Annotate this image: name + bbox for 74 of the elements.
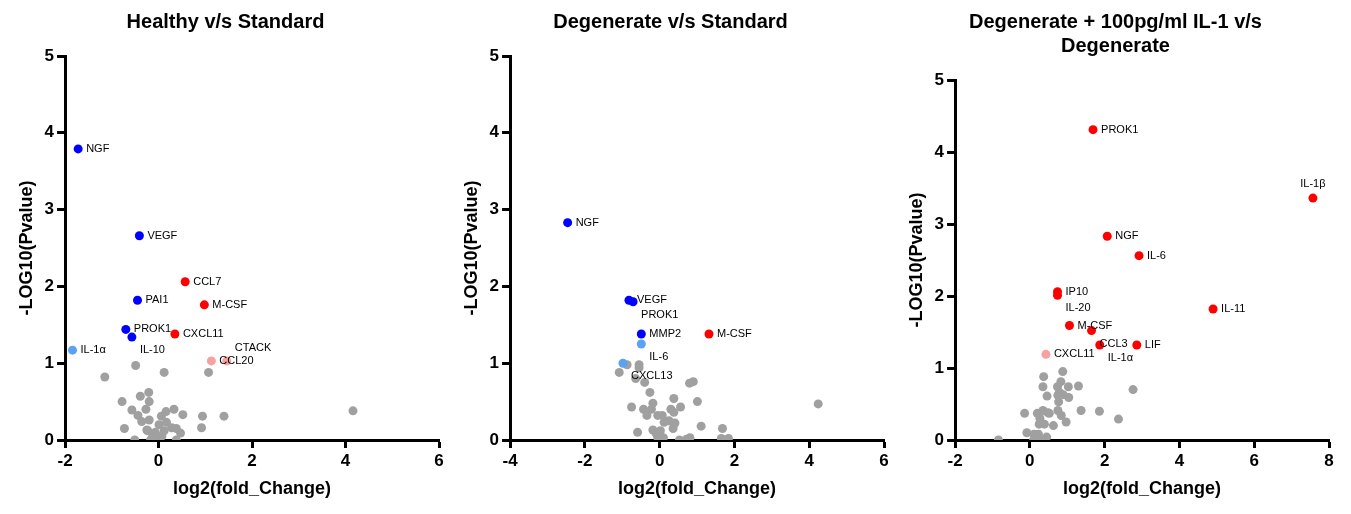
x-tick-label: 4 bbox=[1174, 450, 1185, 470]
annotation: LIF bbox=[1144, 337, 1161, 350]
y-tick-label: 1 bbox=[934, 357, 945, 377]
y-tick-label: 0 bbox=[934, 429, 945, 449]
x-axis-title: log2(fold_Change) bbox=[1063, 478, 1222, 499]
annotation: MMP2 bbox=[649, 327, 682, 340]
annotation: NGF bbox=[86, 141, 110, 154]
x-tick-label: 4 bbox=[804, 450, 815, 470]
y-tick-label: 0 bbox=[44, 429, 55, 449]
x-tick-label: 2 bbox=[247, 450, 257, 470]
x-tick-label: 0 bbox=[654, 450, 665, 470]
y-tick-label: 1 bbox=[489, 352, 500, 372]
annotation: IL-6 bbox=[649, 350, 669, 363]
annotation: PAI1 bbox=[145, 293, 169, 306]
x-tick-label: -2 bbox=[57, 450, 73, 470]
x-tick-label: 6 bbox=[434, 450, 444, 470]
y-tick-label: 1 bbox=[44, 352, 55, 372]
x-tick-label: 6 bbox=[1249, 450, 1259, 470]
x-tick-label: -4 bbox=[502, 450, 519, 470]
annotation: M-CSF bbox=[716, 327, 753, 340]
annotation: M-CSF bbox=[1077, 318, 1113, 331]
annotation: VEGF bbox=[147, 228, 178, 241]
y-tick-label: 3 bbox=[44, 199, 55, 219]
x-tick-label: -2 bbox=[947, 450, 963, 470]
y-tick-label: 5 bbox=[44, 45, 55, 65]
annotation: PROK1 bbox=[133, 322, 172, 335]
y-tick-label: 2 bbox=[489, 276, 500, 296]
annotation: NGF bbox=[575, 215, 600, 228]
annotation: PROK1 bbox=[1101, 122, 1139, 135]
annotation: NGF bbox=[1115, 229, 1139, 242]
y-tick-label: 5 bbox=[489, 45, 500, 65]
x-axis-title: log2(fold_Change) bbox=[173, 478, 332, 499]
y-tick-label: 4 bbox=[44, 122, 55, 142]
x-tick-label: 2 bbox=[1099, 450, 1110, 470]
y-axis-title: -LOG10(Pvalue) bbox=[905, 192, 926, 328]
y-axis-title: -LOG10(Pvalue) bbox=[460, 180, 481, 316]
annotation: CXCL13 bbox=[630, 369, 673, 382]
y-tick-label: 4 bbox=[934, 141, 945, 161]
annotation: IL-11 bbox=[1221, 301, 1246, 314]
annotation: CCL3 bbox=[1099, 336, 1128, 349]
annotation: CCL20 bbox=[219, 353, 254, 366]
annotation: VEGF bbox=[636, 293, 668, 306]
annotation: IL-6 bbox=[1147, 248, 1166, 261]
x-tick-label: -2 bbox=[577, 450, 593, 470]
annotation: CTACK bbox=[234, 340, 272, 353]
x-tick-label: 8 bbox=[1324, 450, 1334, 470]
x-tick-label: 2 bbox=[729, 450, 740, 470]
y-tick-label: 4 bbox=[489, 122, 500, 142]
annotation: M-CSF bbox=[212, 297, 248, 310]
annotation: CXCL11 bbox=[182, 327, 224, 340]
y-tick-label: 3 bbox=[934, 213, 945, 233]
y-tick-label: 5 bbox=[934, 69, 945, 89]
annotation: IL-1α bbox=[1107, 350, 1134, 363]
chart-title: Healthy v/s Standard bbox=[126, 9, 325, 32]
y-tick-label: 0 bbox=[489, 429, 500, 449]
annotation: IL-1α bbox=[80, 343, 107, 356]
annotation: IL-1β bbox=[1300, 177, 1326, 190]
x-tick-label: 4 bbox=[340, 450, 351, 470]
y-axis-title: -LOG10(Pvalue) bbox=[15, 180, 36, 316]
y-tick-label: 3 bbox=[489, 199, 500, 219]
y-tick-label: 2 bbox=[44, 276, 55, 296]
annotation: IP10 bbox=[1065, 284, 1089, 297]
annotation: CCL7 bbox=[193, 274, 222, 287]
annotation: IL-20 bbox=[1065, 301, 1091, 314]
x-tick-label: 0 bbox=[153, 450, 164, 470]
annotation: PROK1 bbox=[641, 307, 679, 320]
x-tick-label: 0 bbox=[1025, 450, 1035, 470]
annotation: CXCL11 bbox=[1053, 347, 1095, 360]
x-tick-label: 6 bbox=[879, 450, 889, 470]
chart-title: Degenerate v/s Standard bbox=[553, 9, 788, 32]
chart-title: Degenerate + 100pg/ml IL-1 v/s Degenerate bbox=[969, 9, 1262, 56]
x-axis-title: log2(fold_Change) bbox=[618, 478, 777, 499]
annotation: IL-10 bbox=[139, 343, 165, 356]
y-tick-label: 2 bbox=[934, 285, 945, 305]
